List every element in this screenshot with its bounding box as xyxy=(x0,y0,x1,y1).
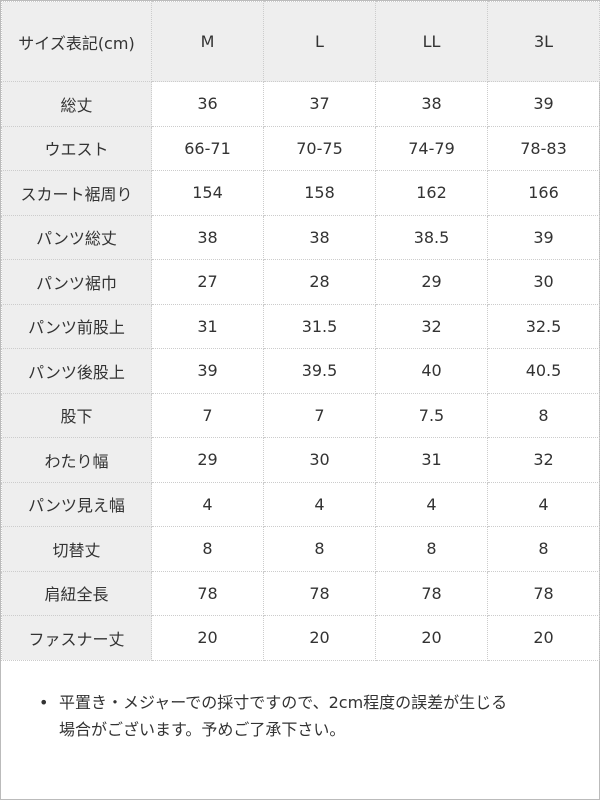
cell: 78 xyxy=(151,570,264,616)
table-row: わたり幅 29 30 31 32 xyxy=(1,437,600,483)
row-label: スカート裾周り xyxy=(1,170,152,216)
cell: 4 xyxy=(375,481,488,527)
cell: 39.5 xyxy=(263,348,376,394)
row-label: パンツ裾巾 xyxy=(1,259,152,305)
row-label: 総丈 xyxy=(1,81,152,127)
header-cell: L xyxy=(263,1,376,82)
cell: 38 xyxy=(151,214,264,260)
cell: 8 xyxy=(151,526,264,572)
cell: 39 xyxy=(487,214,600,260)
cell: 7 xyxy=(151,392,264,438)
bullet: • xyxy=(39,693,49,712)
header-cell: サイズ表記(cm) xyxy=(1,1,152,82)
cell: 40 xyxy=(375,348,488,394)
table-row: 肩紐全長 78 78 78 78 xyxy=(1,570,600,616)
header-cell: M xyxy=(151,1,264,82)
cell: 8 xyxy=(487,526,600,572)
table-row: パンツ後股上 39 39.5 40 40.5 xyxy=(1,348,600,394)
cell: 32 xyxy=(487,437,600,483)
cell: 32 xyxy=(375,303,488,349)
row-label: 股下 xyxy=(1,392,152,438)
note: • 平置き・メジャーでの採寸ですので、2cm程度の誤差が生じる 場合がございます。… xyxy=(39,689,507,743)
cell: 4 xyxy=(263,481,376,527)
cell: 29 xyxy=(151,437,264,483)
row-label: パンツ後股上 xyxy=(1,348,152,394)
cell: 20 xyxy=(263,615,376,661)
cell: 30 xyxy=(263,437,376,483)
cell: 154 xyxy=(151,170,264,216)
row-label: パンツ前股上 xyxy=(1,303,152,349)
cell: 31 xyxy=(151,303,264,349)
header-cell: LL xyxy=(375,1,488,82)
cell: 70-75 xyxy=(263,125,376,171)
header-cell: 3L xyxy=(487,1,600,82)
table-row: ファスナー丈 20 20 20 20 xyxy=(1,615,600,661)
table-row: 総丈 36 37 38 39 xyxy=(1,81,600,127)
row-label: 切替丈 xyxy=(1,526,152,572)
row-label: わたり幅 xyxy=(1,437,152,483)
cell: 78 xyxy=(375,570,488,616)
cell: 8 xyxy=(375,526,488,572)
cell: 40.5 xyxy=(487,348,600,394)
note-line: 平置き・メジャーでの採寸ですので、2cm程度の誤差が生じる xyxy=(59,693,508,712)
cell: 27 xyxy=(151,259,264,305)
cell: 74-79 xyxy=(375,125,488,171)
cell: 37 xyxy=(263,81,376,127)
cell: 20 xyxy=(487,615,600,661)
cell: 30 xyxy=(487,259,600,305)
cell: 20 xyxy=(375,615,488,661)
row-label: ファスナー丈 xyxy=(1,615,152,661)
cell: 7.5 xyxy=(375,392,488,438)
cell: 8 xyxy=(263,526,376,572)
cell: 36 xyxy=(151,81,264,127)
cell: 162 xyxy=(375,170,488,216)
cell: 4 xyxy=(487,481,600,527)
cell: 38 xyxy=(375,81,488,127)
row-label: パンツ総丈 xyxy=(1,214,152,260)
cell: 166 xyxy=(487,170,600,216)
cell: 39 xyxy=(151,348,264,394)
row-label: パンツ見え幅 xyxy=(1,481,152,527)
table-row: パンツ見え幅 4 4 4 4 xyxy=(1,481,600,527)
cell: 31 xyxy=(375,437,488,483)
cell: 78 xyxy=(263,570,376,616)
cell: 158 xyxy=(263,170,376,216)
cell: 31.5 xyxy=(263,303,376,349)
cell: 38 xyxy=(263,214,376,260)
table-row: スカート裾周り 154 158 162 166 xyxy=(1,170,600,216)
cell: 66-71 xyxy=(151,125,264,171)
cell: 39 xyxy=(487,81,600,127)
cell: 32.5 xyxy=(487,303,600,349)
table-row: ウエスト 66-71 70-75 74-79 78-83 xyxy=(1,125,600,171)
table-row: パンツ裾巾 27 28 29 30 xyxy=(1,259,600,305)
table-row: パンツ総丈 38 38 38.5 39 xyxy=(1,214,600,260)
cell: 38.5 xyxy=(375,214,488,260)
row-label: ウエスト xyxy=(1,125,152,171)
header-row: サイズ表記(cm) M L LL 3L xyxy=(1,1,600,82)
note-line: 場合がございます。予めご了承下さい。 xyxy=(59,720,346,739)
cell: 8 xyxy=(487,392,600,438)
cell: 28 xyxy=(263,259,376,305)
cell: 20 xyxy=(151,615,264,661)
table-row: 股下 7 7 7.5 8 xyxy=(1,392,600,438)
size-table: サイズ表記(cm) M L LL 3L 総丈 36 37 38 39 ウエスト 66-71 70-75 7… xyxy=(1,1,600,661)
cell: 4 xyxy=(151,481,264,527)
cell: 29 xyxy=(375,259,488,305)
cell: 78 xyxy=(487,570,600,616)
row-label: 肩紐全長 xyxy=(1,570,152,616)
table-row: パンツ前股上 31 31.5 32 32.5 xyxy=(1,303,600,349)
cell: 7 xyxy=(263,392,376,438)
table-row: 切替丈 8 8 8 8 xyxy=(1,526,600,572)
cell: 78-83 xyxy=(487,125,600,171)
